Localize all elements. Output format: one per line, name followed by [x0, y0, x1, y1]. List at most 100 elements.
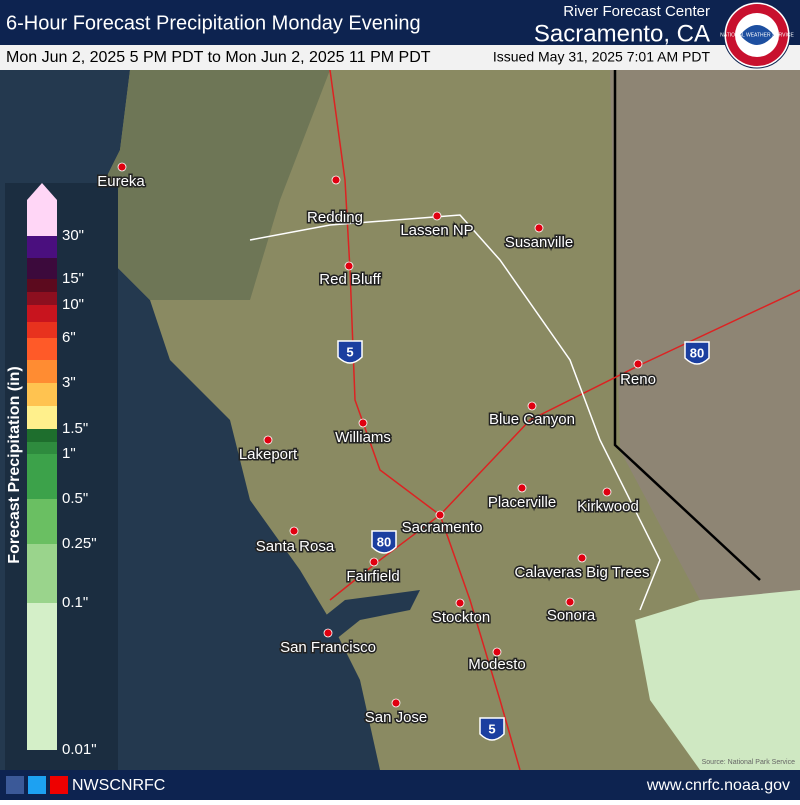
legend-label: 6" [62, 329, 76, 346]
city-label: Red Bluff [319, 271, 381, 288]
city-marker [602, 487, 612, 497]
office: Sacramento, CA [534, 20, 710, 47]
city-label: Williams [335, 429, 391, 446]
legend-bin [27, 442, 57, 454]
handle: NWSCNRFC [72, 777, 165, 794]
youtube-icon[interactable] [50, 776, 68, 794]
city-marker [369, 557, 379, 567]
shield-number: 80 [690, 345, 704, 360]
legend-box [5, 183, 118, 770]
shield-number: 5 [346, 344, 353, 359]
interstate-shield [479, 717, 505, 741]
interstate-shield [337, 340, 363, 364]
subtitle: Mon Jun 2, 2025 5 PM PDT to Mon Jun 2, 2… [6, 49, 431, 66]
legend-bin [27, 236, 57, 258]
legend-bin [27, 292, 57, 305]
city-marker [263, 435, 273, 445]
legend-bin [27, 338, 57, 360]
city-label: San Jose [365, 709, 428, 726]
shield-number: 5 [488, 721, 495, 736]
city-marker [432, 211, 442, 221]
subtitle-bar [0, 45, 800, 70]
title: 6-Hour Forecast Precipitation Monday Eve… [6, 12, 421, 34]
city-marker [633, 359, 643, 369]
legend-bin [27, 499, 57, 544]
city-label: Eureka [97, 173, 145, 190]
city-marker [289, 526, 299, 536]
city-marker [492, 647, 502, 657]
city-marker [117, 162, 127, 172]
facebook-icon[interactable] [6, 776, 24, 794]
nws-logo: NATIONAL WEATHER SERVICE [720, 1, 795, 69]
legend-bin [27, 360, 57, 383]
legend-bin [27, 603, 57, 750]
legend-label: 1.5" [62, 420, 88, 437]
basin-border [249, 214, 661, 611]
url[interactable]: www.cnrfc.noaa.gov [646, 777, 790, 794]
legend-bin [27, 454, 57, 499]
city-marker [435, 510, 445, 520]
city-label: Stockton [432, 609, 490, 626]
twitter-icon[interactable] [28, 776, 46, 794]
city-label: Reno [620, 371, 656, 388]
legend-label: 0.1" [62, 594, 88, 611]
legend-bin [27, 383, 57, 406]
legend-label: 0.25" [62, 535, 97, 552]
interstate-shield [684, 341, 710, 365]
mountains [95, 70, 330, 300]
interstate-shield [371, 530, 397, 554]
shield-number: 80 [377, 534, 391, 549]
legend-label: 30" [62, 227, 84, 244]
city-label: Sonora [547, 607, 596, 624]
legend-bin [27, 429, 57, 442]
legend-bin [27, 279, 57, 292]
city-label: Lassen NP [400, 222, 473, 239]
issued: Issued May 31, 2025 7:01 AM PDT [493, 49, 711, 65]
legend-bin [27, 258, 57, 279]
city-label: Calaveras Big Trees [514, 564, 649, 581]
legend-label: 0.5" [62, 490, 88, 507]
city-marker [391, 698, 401, 708]
footer-bar [0, 770, 800, 800]
city-label: Fairfield [346, 568, 399, 585]
legend-label: 3" [62, 374, 76, 391]
city-label: Placerville [488, 494, 556, 511]
city-label: Lakeport [239, 446, 298, 463]
city-marker [577, 553, 587, 563]
source: Source: National Park Service [702, 759, 795, 766]
city-marker [323, 628, 333, 638]
logo-text: NATIONAL WEATHER SERVICE [720, 32, 794, 38]
city-label: Redding [307, 209, 363, 226]
legend-bin [27, 544, 57, 603]
highway [329, 289, 800, 601]
legend-bin [27, 305, 57, 322]
city-marker [565, 597, 575, 607]
legend-bin [27, 322, 57, 338]
legend-label: 1" [62, 445, 76, 462]
agency: River Forecast Center [563, 3, 710, 20]
legend-bin [27, 406, 57, 429]
city-label: Blue Canyon [489, 411, 575, 428]
city-label: Susanville [505, 234, 573, 251]
legend-label: 0.01" [62, 741, 97, 758]
legend-arrow [27, 183, 57, 236]
city-marker [331, 175, 341, 185]
legend-label: 10" [62, 296, 84, 313]
city-label: Modesto [468, 656, 526, 673]
header-bar [0, 0, 800, 45]
highway [329, 69, 521, 771]
city-label: Kirkwood [577, 498, 639, 515]
state-border [613, 70, 761, 581]
precip-area [635, 590, 800, 770]
city-marker [358, 418, 368, 428]
city-marker [527, 401, 537, 411]
legend-label: 15" [62, 270, 84, 287]
city-marker [534, 223, 544, 233]
city-label: Sacramento [402, 519, 483, 536]
city-marker [517, 483, 527, 493]
city-label: San Francisco [280, 639, 376, 656]
city-marker [344, 261, 354, 271]
bay [320, 590, 420, 640]
city-marker [455, 598, 465, 608]
